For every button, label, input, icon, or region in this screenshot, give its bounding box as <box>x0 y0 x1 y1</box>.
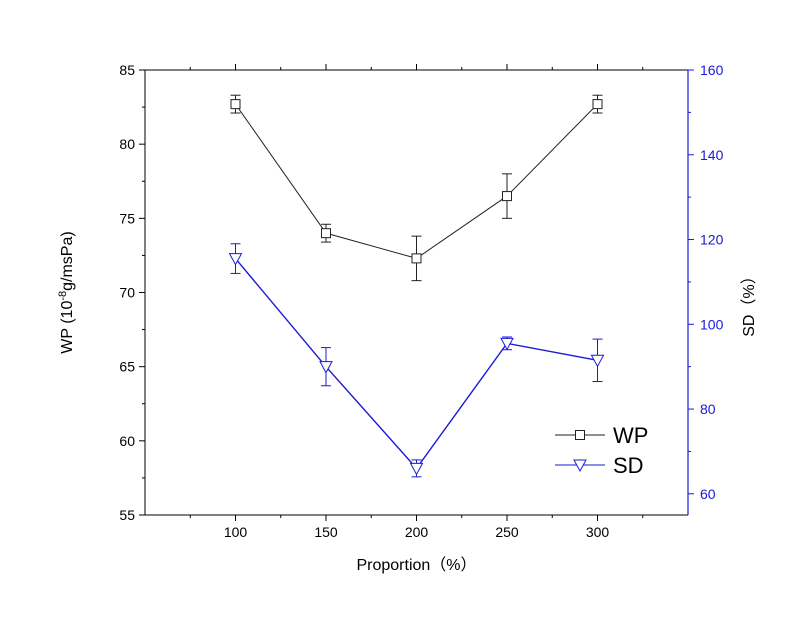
legend-marker <box>575 430 585 440</box>
legend-item-sd: SD <box>555 453 644 478</box>
y-right-tick-label: 140 <box>700 147 724 163</box>
data-point <box>319 361 333 374</box>
y-right-tick-label: 160 <box>700 62 724 78</box>
data-point <box>592 99 603 110</box>
data-point <box>321 228 331 239</box>
series-wp <box>230 94 603 282</box>
legend-marker <box>573 459 587 473</box>
x-axis-label: Proportion（%） <box>356 556 476 574</box>
legend: WP SD <box>555 423 648 478</box>
y-left-tick-label: 75 <box>119 210 135 226</box>
axes <box>144 69 689 516</box>
legend-label: WP <box>613 423 648 448</box>
series <box>228 94 605 478</box>
y-left-tick-label: 70 <box>119 285 135 301</box>
y-left-label-exp: -8 <box>57 291 69 301</box>
y-right-tick-label: 80 <box>700 401 716 417</box>
x-tick-label: 100 <box>224 524 248 540</box>
legend-label: SD <box>613 453 644 478</box>
y-right-tick-label: 120 <box>700 232 724 248</box>
y-left-tick-label: 65 <box>119 359 135 375</box>
series-line <box>234 258 598 470</box>
y-axis-left-label: WP (10-8g/msPa) <box>57 231 76 353</box>
y-left-tick-label: 55 <box>119 507 135 523</box>
data-point <box>409 462 424 476</box>
y-left-label-prefix: WP (10 <box>59 301 76 354</box>
data-point <box>590 354 605 368</box>
y-left-tick-label: 80 <box>119 136 135 152</box>
x-tick-label: 200 <box>405 524 429 540</box>
legend-item-wp: WP <box>555 423 648 448</box>
data-point <box>230 99 241 110</box>
data-point <box>411 253 422 264</box>
y-right-tick-label: 60 <box>700 486 716 502</box>
x-tick-label: 150 <box>314 524 338 540</box>
ticks: 100 150 200 250 300 55 60 65 70 75 80 85 60 80 100 120 1… <box>119 62 723 540</box>
x-tick-label: 300 <box>586 524 610 540</box>
y-right-tick-label: 100 <box>700 316 724 332</box>
data-point <box>228 253 243 266</box>
y-axis-right-label: SD（%） <box>740 268 758 336</box>
data-point <box>502 191 512 202</box>
series-line <box>235 103 598 259</box>
y-left-label-suffix: g/msPa) <box>59 231 76 291</box>
y-left-tick-label: 85 <box>119 62 135 78</box>
series-sd <box>228 243 605 478</box>
data-point <box>500 337 514 351</box>
x-tick-label: 250 <box>495 524 519 540</box>
y-left-tick-label: 60 <box>119 433 135 449</box>
